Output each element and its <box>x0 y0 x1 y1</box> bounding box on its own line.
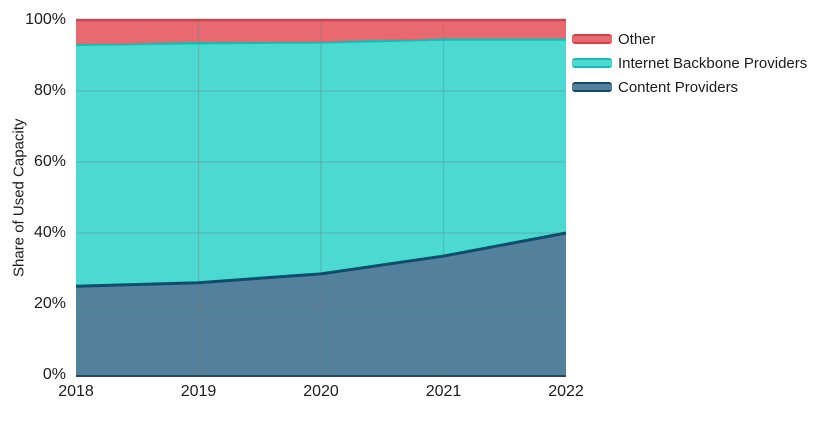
y-tick-label-0: 0% <box>42 366 66 383</box>
x-tick-label-2022: 2022 <box>548 383 584 400</box>
area-content-providers <box>76 233 566 375</box>
y-tick-label-80: 80% <box>33 82 66 99</box>
legend-label-internet-backbone-providers: Internet Backbone Providers <box>618 54 808 72</box>
y-axis-title: Share of Used Capacity <box>10 118 28 277</box>
y-tick-label-60: 60% <box>33 153 66 170</box>
legend-label-content-providers: Content Providers <box>618 78 739 96</box>
line-internet-backbone-providers <box>75 38 566 47</box>
legend-swatch-other <box>572 34 612 44</box>
area-internet-backbone-providers <box>76 39 566 287</box>
legend-item-other[interactable]: Other <box>572 27 807 51</box>
x-tick-label-2021: 2021 <box>425 383 462 400</box>
y-tick-label-40: 40% <box>33 224 66 241</box>
line-content-providers <box>75 231 567 288</box>
legend-swatch-content-providers <box>572 82 612 92</box>
legend-label-other: Other <box>618 30 656 48</box>
legend-item-internet-backbone-providers[interactable]: Internet Backbone Providers <box>572 51 807 75</box>
x-tick-label-2019: 2019 <box>180 383 217 400</box>
y-tick-label-100: 100% <box>25 11 66 28</box>
legend-item-content-providers[interactable]: Content Providers <box>572 75 807 99</box>
legend-swatch-internet-backbone-providers <box>572 58 612 68</box>
x-tick-label-2018: 2018 <box>58 383 94 400</box>
y-tick-label-20: 20% <box>33 295 66 312</box>
x-tick-label-2020: 2020 <box>303 383 339 400</box>
legend: Other Internet Backbone Providers Conten… <box>572 27 807 99</box>
